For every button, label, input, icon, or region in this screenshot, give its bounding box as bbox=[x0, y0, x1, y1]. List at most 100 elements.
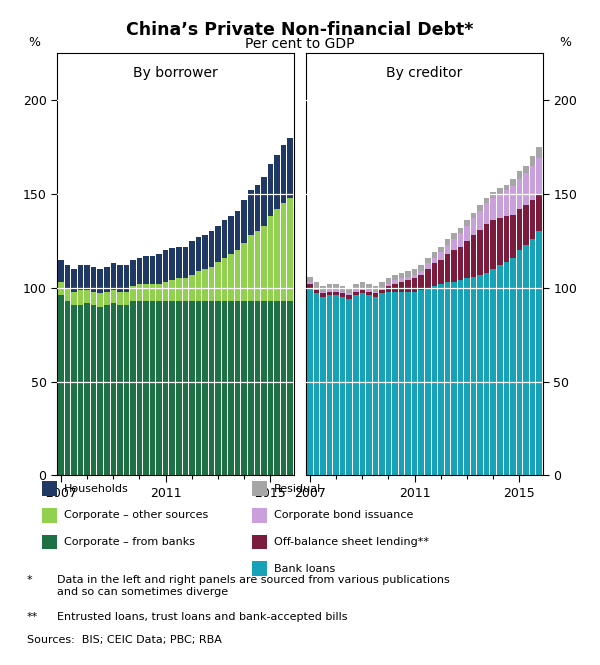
Bar bbox=[451, 282, 457, 475]
Bar bbox=[431, 258, 437, 263]
Bar bbox=[478, 229, 483, 275]
Bar bbox=[222, 301, 227, 475]
Bar bbox=[307, 282, 313, 284]
Bar bbox=[334, 291, 339, 295]
Bar bbox=[314, 293, 319, 475]
Bar bbox=[464, 220, 470, 226]
Bar bbox=[392, 291, 398, 475]
Bar bbox=[445, 282, 450, 475]
Bar bbox=[268, 217, 273, 301]
Bar bbox=[71, 291, 77, 305]
Bar bbox=[412, 269, 418, 275]
Bar bbox=[346, 299, 352, 475]
Text: By creditor: By creditor bbox=[386, 66, 463, 80]
Bar bbox=[425, 263, 431, 269]
Bar bbox=[169, 280, 175, 301]
Bar bbox=[327, 295, 332, 475]
Bar bbox=[124, 305, 129, 475]
Bar bbox=[392, 275, 398, 280]
Bar bbox=[104, 267, 110, 291]
Bar bbox=[334, 284, 339, 290]
Bar bbox=[438, 247, 443, 252]
Bar bbox=[241, 200, 247, 243]
Bar bbox=[438, 284, 443, 475]
Bar bbox=[490, 269, 496, 475]
Bar bbox=[497, 265, 503, 475]
Bar bbox=[366, 284, 371, 290]
Bar bbox=[497, 194, 503, 218]
Bar bbox=[418, 271, 424, 275]
Bar bbox=[229, 217, 234, 254]
Bar bbox=[464, 279, 470, 475]
Bar bbox=[373, 293, 378, 297]
Bar bbox=[366, 295, 371, 475]
Bar bbox=[471, 213, 476, 218]
Bar bbox=[97, 307, 103, 475]
Bar bbox=[530, 239, 535, 475]
Bar bbox=[418, 275, 424, 290]
Bar bbox=[451, 239, 457, 250]
Text: Corporate – from banks: Corporate – from banks bbox=[64, 537, 195, 547]
Bar bbox=[104, 291, 110, 305]
Bar bbox=[379, 288, 385, 290]
Bar bbox=[209, 267, 214, 301]
Bar bbox=[169, 301, 175, 475]
Bar bbox=[523, 245, 529, 475]
Bar bbox=[281, 203, 286, 301]
Bar bbox=[124, 291, 129, 305]
Bar bbox=[78, 305, 83, 475]
Bar bbox=[445, 254, 450, 282]
Text: Corporate bond issuance: Corporate bond issuance bbox=[274, 510, 413, 521]
Bar bbox=[406, 271, 411, 277]
Bar bbox=[268, 164, 273, 217]
Bar bbox=[104, 305, 110, 475]
Bar bbox=[182, 301, 188, 475]
Bar bbox=[346, 293, 352, 295]
Text: %: % bbox=[559, 36, 571, 49]
Bar bbox=[202, 269, 208, 301]
Bar bbox=[523, 174, 529, 205]
Bar bbox=[229, 301, 234, 475]
Bar bbox=[261, 177, 266, 226]
Bar bbox=[458, 280, 463, 475]
Bar bbox=[248, 190, 254, 235]
Bar bbox=[406, 280, 411, 291]
Bar bbox=[97, 269, 103, 293]
Bar bbox=[58, 282, 64, 295]
Bar bbox=[530, 200, 535, 239]
Text: Per cent to GDP: Per cent to GDP bbox=[245, 37, 355, 51]
Text: Bank loans: Bank loans bbox=[274, 563, 335, 574]
Bar bbox=[314, 288, 319, 290]
Bar bbox=[536, 231, 542, 475]
Bar bbox=[340, 286, 346, 291]
Bar bbox=[287, 198, 293, 301]
Bar bbox=[386, 286, 391, 291]
Bar bbox=[478, 211, 483, 229]
Bar bbox=[451, 250, 457, 282]
Text: Corporate – other sources: Corporate – other sources bbox=[64, 510, 208, 521]
Bar bbox=[110, 290, 116, 303]
Bar bbox=[241, 301, 247, 475]
Bar bbox=[536, 194, 542, 231]
Text: %: % bbox=[29, 36, 41, 49]
Bar bbox=[399, 279, 404, 282]
Bar bbox=[169, 249, 175, 280]
Bar bbox=[438, 259, 443, 284]
Bar bbox=[510, 215, 515, 258]
Bar bbox=[274, 301, 280, 475]
Bar bbox=[418, 290, 424, 475]
Bar bbox=[281, 145, 286, 203]
Text: Off-balance sheet lending**: Off-balance sheet lending** bbox=[274, 537, 429, 547]
Bar bbox=[124, 265, 129, 291]
Bar bbox=[366, 290, 371, 291]
Bar bbox=[235, 211, 241, 250]
Bar bbox=[130, 259, 136, 286]
Bar bbox=[359, 290, 365, 293]
Bar bbox=[386, 291, 391, 475]
Bar bbox=[157, 301, 162, 475]
Bar bbox=[392, 284, 398, 291]
Bar bbox=[399, 282, 404, 291]
Bar bbox=[85, 303, 90, 475]
Bar bbox=[307, 277, 313, 282]
Bar bbox=[503, 185, 509, 190]
